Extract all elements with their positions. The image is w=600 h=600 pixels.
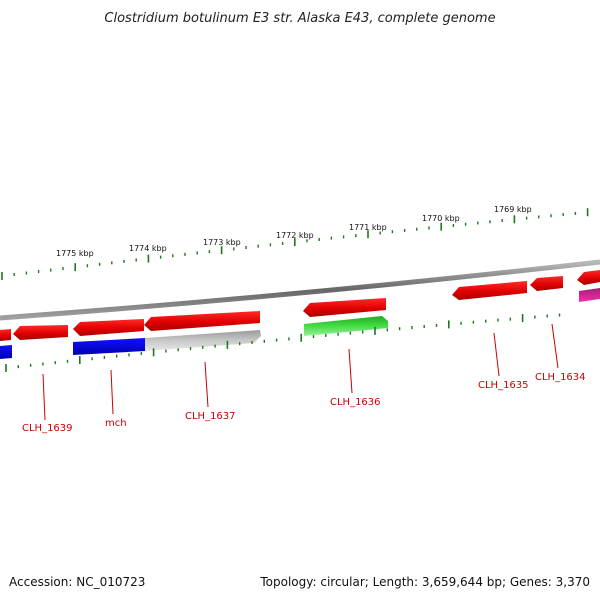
gene-arrow-clh1639[interactable] [13,325,68,340]
leader-clh1639 [42,373,46,421]
gene-label-leaders [42,323,559,421]
forward-strand-genes [0,270,600,341]
gene-label-clh1634[interactable]: CLH_1634 [535,372,586,383]
gene-arrow-left-edge[interactable] [0,329,11,341]
leader-mch [110,369,114,415]
gene-labels: CLH_1639 mch CLH_1637 CLH_1636 CLH_1635 … [22,372,586,434]
gene-block-clh1636-green[interactable] [304,316,388,336]
kbp-label-1773: 1773 kbp [203,238,241,247]
gene-block-pseudo-grey[interactable] [145,330,261,351]
leader-clh1635 [493,332,500,377]
kbp-label-1771: 1771 kbp [349,223,387,232]
gene-arrow-clh1634[interactable] [530,276,563,291]
gene-block-left-edge-blue[interactable] [0,345,12,359]
genome-summary-text: Topology: circular; Length: 3,659,644 bp… [259,575,590,589]
reverse-strand-genes [0,288,600,359]
gene-label-clh1635[interactable]: CLH_1635 [478,380,529,391]
gene-label-clh1639[interactable]: CLH_1639 [22,423,73,434]
map-title: Clostridium botulinum E3 str. Alaska E43… [104,11,495,26]
gene-arrow-clh1637[interactable] [144,311,260,331]
kbp-label-1772: 1772 kbp [276,231,314,240]
gene-arrow-clh1636[interactable] [303,298,386,317]
kbp-label-1770: 1770 kbp [422,214,460,223]
leader-clh1637 [204,361,209,408]
gene-block-right-edge-magenta[interactable] [579,288,600,302]
gene-arrow-clh1635[interactable] [452,281,527,300]
outer-scale-ticks [1,208,589,280]
kbp-label-1774: 1774 kbp [129,244,167,253]
leader-clh1634 [551,323,559,369]
gene-label-clh1637[interactable]: CLH_1637 [185,411,236,422]
gene-arrow-right-edge[interactable] [577,270,600,285]
gene-label-mch[interactable]: mch [105,418,127,429]
leader-clh1636 [348,348,353,394]
gene-arrow-mch[interactable] [73,319,144,336]
kbp-label-1769: 1769 kbp [494,205,532,214]
accession-text: Accession: NC_010723 [9,575,145,589]
gene-label-clh1636[interactable]: CLH_1636 [330,397,381,408]
genome-backbone [0,259,600,321]
kbp-label-1775: 1775 kbp [56,249,94,258]
inner-scale-ticks [5,313,561,372]
gene-block-mch-blue[interactable] [73,338,145,355]
kbp-scale-labels: 1775 kbp 1774 kbp 1773 kbp 1772 kbp 1771… [56,205,532,258]
